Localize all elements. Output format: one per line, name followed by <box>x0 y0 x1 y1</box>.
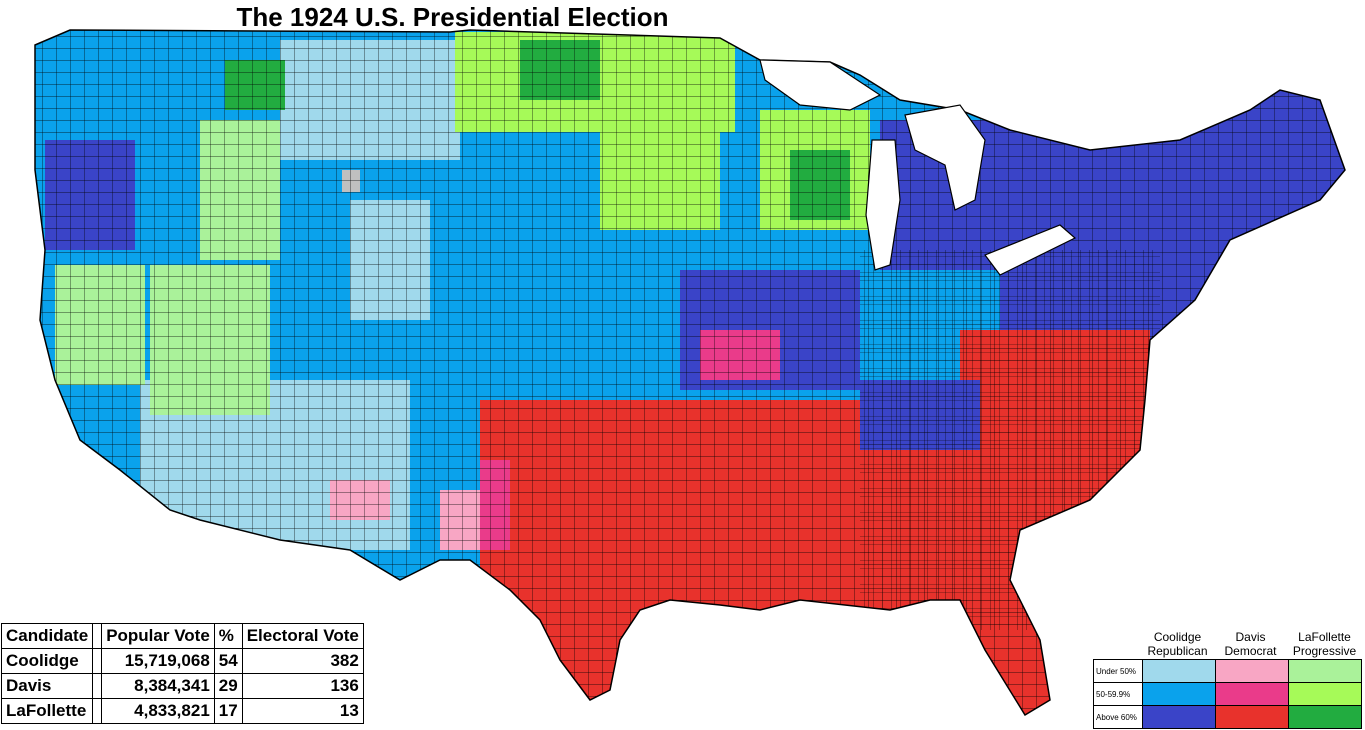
header-electoral-vote: Electoral Vote <box>241 623 364 649</box>
row-spacer <box>92 648 103 674</box>
results-header-row: Candidate Popular Vote % Electoral Vote <box>0 623 364 649</box>
percent-value: 54 <box>213 648 243 674</box>
legend-row-under50: Under 50% <box>1093 659 1362 683</box>
row-spacer <box>92 673 103 699</box>
swatch-pro-under50 <box>1288 659 1362 683</box>
us-outline <box>34 29 1346 717</box>
legend-header-lafollette: LaFollette Progressive <box>1287 630 1362 658</box>
swatch-rep-under50 <box>1142 659 1216 683</box>
header-candidate: Candidate <box>0 623 94 649</box>
results-table: Candidate Popular Vote % Electoral Vote … <box>0 623 364 724</box>
percent-value: 29 <box>213 673 243 699</box>
legend-row-label: 50-59.9% <box>1093 682 1143 706</box>
swatch-dem-above60 <box>1215 705 1289 729</box>
results-row-lafollette: LaFollette 4,833,821 17 13 <box>0 698 364 724</box>
lake-huron <box>904 104 986 211</box>
map-title: The 1924 U.S. Presidential Election <box>236 2 669 32</box>
legend-header-line2: Democrat <box>1224 644 1277 658</box>
legend-header-line1: Coolidge <box>1153 630 1202 644</box>
swatch-pro-above60 <box>1288 705 1362 729</box>
legend-header-line2: Progressive <box>1292 644 1357 658</box>
legend-row-label: Under 50% <box>1093 659 1143 683</box>
legend-grid: Under 50% 50-59.9% Above 60% <box>1093 659 1362 729</box>
swatch-dem-under50 <box>1215 659 1289 683</box>
legend-header-coolidge: Coolidge Republican <box>1140 630 1215 658</box>
legend-header-davis: Davis Democrat <box>1213 630 1288 658</box>
legend-header-line2: Republican <box>1147 644 1208 658</box>
legend-header-line1: LaFollette <box>1298 630 1351 644</box>
candidate-name: Davis <box>0 673 94 699</box>
row-spacer <box>92 698 103 724</box>
header-popular-vote: Popular Vote <box>101 623 215 649</box>
legend-row-above60: Above 60% <box>1093 705 1362 729</box>
legend-header-line1: Davis <box>1235 630 1266 644</box>
electoral-vote-value: 136 <box>241 673 364 699</box>
legend-row-50-60: 50-59.9% <box>1093 682 1362 706</box>
lake-superior <box>759 59 882 111</box>
swatch-dem-50-60 <box>1215 682 1289 706</box>
legend-row-label: Above 60% <box>1093 705 1143 729</box>
candidate-name: LaFollette <box>0 698 94 724</box>
results-row-davis: Davis 8,384,341 29 136 <box>0 673 364 699</box>
popular-vote-value: 8,384,341 <box>101 673 215 699</box>
popular-vote-value: 15,719,068 <box>101 648 215 674</box>
swatch-rep-above60 <box>1142 705 1216 729</box>
results-row-coolidge: Coolidge 15,719,068 54 382 <box>0 648 364 674</box>
electoral-vote-value: 382 <box>241 648 364 674</box>
popular-vote-value: 4,833,821 <box>101 698 215 724</box>
header-spacer <box>92 623 103 649</box>
electoral-vote-value: 13 <box>241 698 364 724</box>
lake-erie <box>984 224 1077 276</box>
legend-headers: Coolidge Republican Davis Democrat LaFol… <box>1140 630 1365 658</box>
county-grid-east <box>860 250 1160 630</box>
lake-michigan <box>865 139 901 271</box>
swatch-rep-50-60 <box>1142 682 1216 706</box>
swatch-pro-50-60 <box>1288 682 1362 706</box>
percent-value: 17 <box>213 698 243 724</box>
header-percent: % <box>213 623 243 649</box>
candidate-name: Coolidge <box>0 648 94 674</box>
